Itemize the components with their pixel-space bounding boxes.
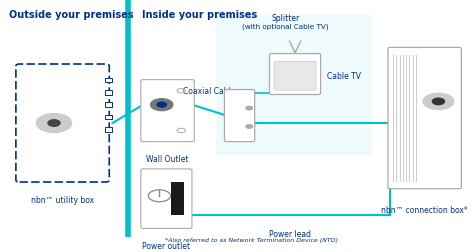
FancyBboxPatch shape — [105, 78, 112, 83]
FancyBboxPatch shape — [274, 62, 316, 91]
Circle shape — [36, 114, 72, 133]
Text: Coaxial Cable: Coaxial Cable — [183, 86, 236, 95]
Text: nbn™ connection box*: nbn™ connection box* — [381, 205, 468, 214]
FancyBboxPatch shape — [141, 80, 194, 142]
Text: (with optional Cable TV): (with optional Cable TV) — [243, 23, 329, 30]
Text: *Also referred to as Network Termination Device (NTD): *Also referred to as Network Termination… — [165, 237, 338, 242]
Text: nbn™ utility box: nbn™ utility box — [31, 195, 94, 204]
FancyBboxPatch shape — [105, 103, 112, 108]
FancyBboxPatch shape — [16, 65, 109, 182]
FancyBboxPatch shape — [388, 48, 461, 189]
FancyBboxPatch shape — [105, 115, 112, 120]
Text: Power lead: Power lead — [269, 230, 311, 239]
Text: Inside your premises: Inside your premises — [142, 10, 257, 20]
FancyBboxPatch shape — [171, 182, 184, 215]
Circle shape — [423, 94, 454, 110]
Text: Power outlet: Power outlet — [142, 241, 191, 250]
Circle shape — [246, 107, 253, 110]
Text: Splitter: Splitter — [272, 14, 300, 23]
FancyBboxPatch shape — [225, 90, 255, 142]
Text: Cable TV: Cable TV — [327, 72, 361, 81]
FancyBboxPatch shape — [141, 169, 192, 229]
Circle shape — [151, 99, 173, 111]
Circle shape — [48, 120, 60, 127]
FancyBboxPatch shape — [105, 91, 112, 95]
Circle shape — [246, 125, 253, 129]
Bar — [216, 16, 372, 156]
Text: Outside your premises: Outside your premises — [9, 10, 134, 20]
Text: Wall Outlet: Wall Outlet — [146, 154, 189, 163]
Circle shape — [157, 103, 166, 108]
FancyBboxPatch shape — [105, 128, 112, 132]
FancyBboxPatch shape — [270, 54, 320, 95]
Circle shape — [432, 99, 445, 105]
